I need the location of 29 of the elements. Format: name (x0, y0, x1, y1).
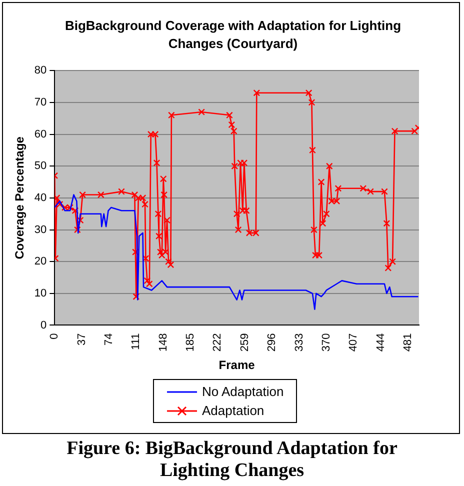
x-tick-label: 185 (184, 333, 197, 352)
y-tick-label: 30 (34, 224, 47, 236)
x-tick-label: 111 (130, 333, 142, 350)
x-tick-label: 222 (212, 333, 224, 352)
x-tick-label: 333 (293, 333, 306, 352)
x-tick-label: 444 (374, 333, 387, 352)
x-tick-label: 259 (238, 333, 251, 352)
y-tick-label: 0 (40, 319, 47, 332)
x-tick-label: 407 (348, 333, 360, 352)
legend-label: No Adaptation (202, 383, 284, 401)
caption: Figure 6: BigBackground Adaptation for Lighting Changes (66, 438, 398, 482)
y-tick-label: 10 (34, 287, 47, 300)
x-axis-title: Frame (218, 358, 256, 372)
x-tick-label: 370 (320, 333, 332, 352)
chart-title: BigBackground Coverage with Adaptation for Lighting Changes (Courtyard) (64, 17, 402, 53)
x-tick-label: 74 (103, 333, 116, 346)
y-axis-title: Coverage Percentage (12, 136, 27, 260)
y-tick-label: 20 (34, 256, 47, 268)
x-tick-label: 481 (402, 333, 414, 352)
y-tick-label: 50 (34, 160, 47, 172)
x-tick-label: 0 (48, 333, 61, 340)
x-tick-label: 148 (157, 333, 170, 352)
x-tick-label: 37 (76, 333, 88, 346)
y-tick-label: 70 (34, 96, 47, 108)
x-tick-label: 296 (266, 333, 278, 352)
legend-label: Adaptation (202, 402, 264, 420)
y-tick-label: 60 (34, 128, 47, 140)
y-tick-label: 40 (34, 192, 47, 204)
y-tick-label: 80 (34, 64, 47, 77)
